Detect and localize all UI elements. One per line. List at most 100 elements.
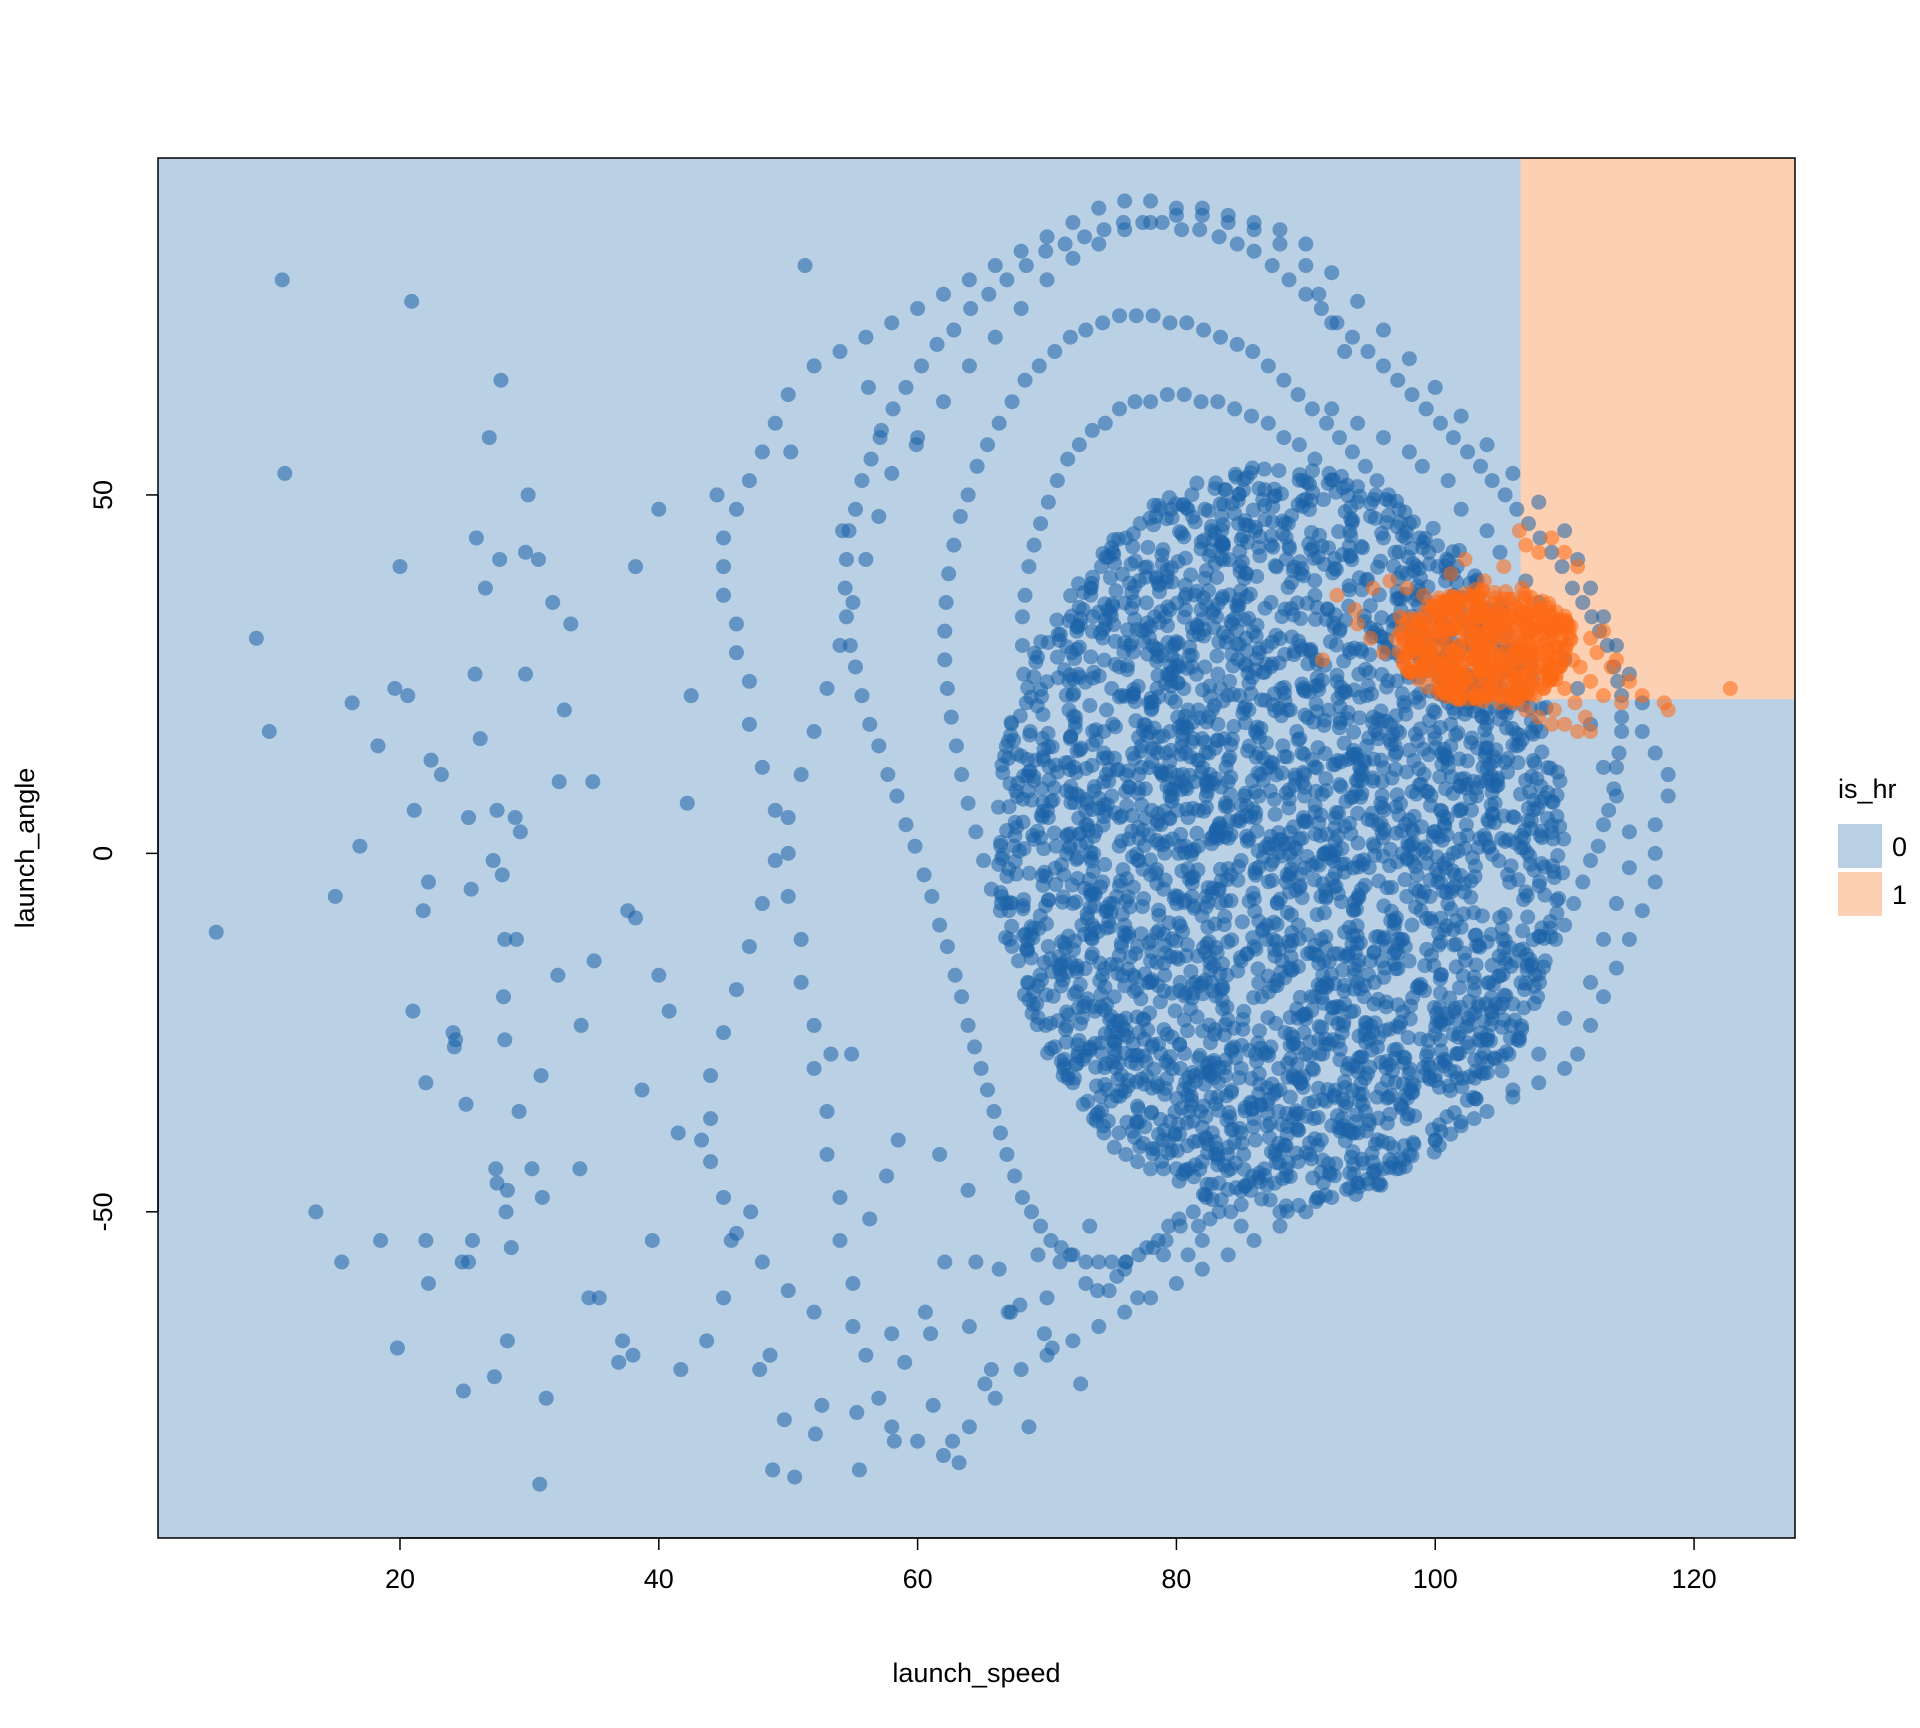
point-0-core: [1237, 788, 1253, 804]
point-0-762: [1272, 1218, 1288, 1234]
point-0-core: [1511, 1033, 1527, 1049]
point-0-core: [1452, 999, 1468, 1015]
point-0-43: [488, 1161, 504, 1177]
point-1-51: [1583, 630, 1599, 646]
point-0-core: [1071, 639, 1087, 655]
point-0-core: [1445, 785, 1461, 801]
point-0-core: [1423, 788, 1439, 804]
point-0-core: [1181, 647, 1197, 663]
point-0-core: [1166, 890, 1182, 906]
point-0-803: [1298, 236, 1314, 252]
point-0-core: [1383, 879, 1399, 895]
point-0-core: [1129, 1009, 1145, 1025]
point-0-129: [960, 1182, 976, 1198]
point-0-core: [1418, 1048, 1434, 1064]
point-0-core: [1403, 837, 1419, 853]
point-0-core: [1044, 964, 1060, 980]
point-0-204: [1584, 609, 1600, 625]
point-0-core: [1454, 1079, 1470, 1095]
point-0-829: [716, 559, 732, 575]
point-0-731: [741, 716, 757, 732]
point-0-core: [1374, 610, 1390, 626]
point-0-core: [1511, 942, 1527, 958]
point-0-748: [910, 1433, 926, 1449]
point-0-core: [1262, 1116, 1278, 1132]
point-0-95: [694, 1132, 710, 1148]
point-0-core: [1239, 589, 1255, 605]
point-0-743: [832, 1232, 848, 1248]
point-0-core: [1144, 1141, 1160, 1157]
point-0-core: [1157, 872, 1173, 888]
point-1-1: [1329, 587, 1345, 603]
point-0-793: [1557, 523, 1573, 539]
point-0-core: [1263, 857, 1279, 873]
point-0-core: [1114, 906, 1130, 922]
point-0-core: [1499, 720, 1515, 736]
point-0-core: [1303, 542, 1319, 558]
point-0-21: [418, 1232, 434, 1248]
point-0-core: [1251, 480, 1267, 496]
point-0-782: [1647, 817, 1663, 833]
point-0-core: [1040, 634, 1056, 650]
point-0-369: [1017, 372, 1033, 388]
x-tick-label: 100: [1413, 1564, 1458, 1594]
point-0-core: [1184, 1092, 1200, 1108]
point-0-core: [1281, 884, 1297, 900]
point-0-core: [1279, 749, 1295, 765]
point-0-core: [1220, 1182, 1236, 1198]
point-0-61: [518, 666, 534, 682]
point-0-core: [1241, 1175, 1257, 1191]
point-0-128: [951, 1455, 967, 1471]
point-0-13: [389, 1340, 405, 1356]
point-0-core: [1088, 1059, 1104, 1075]
point-0-465: [1033, 516, 1049, 532]
point-0-core: [1071, 576, 1087, 592]
point-0-750: [961, 1419, 977, 1435]
point-0-core: [1309, 948, 1325, 964]
point-0-core: [1307, 872, 1323, 888]
point-0-core: [1294, 642, 1310, 658]
point-1-70: [1518, 702, 1534, 718]
point-0-core: [1367, 1136, 1383, 1152]
point-0-237: [1096, 222, 1112, 238]
point-0-core: [1385, 1140, 1401, 1156]
point-0-core: [1513, 786, 1529, 802]
y-tick-label: 50: [88, 480, 118, 510]
point-0-core: [1290, 917, 1306, 933]
point-0-core: [1102, 570, 1118, 586]
point-0-697: [703, 1068, 719, 1084]
point-0-806: [1220, 207, 1236, 223]
point-1-49: [1518, 537, 1534, 553]
point-0-core: [1366, 944, 1382, 960]
point-0-92: [673, 1362, 689, 1378]
point-0-core: [1215, 1001, 1231, 1017]
point-0-14: [392, 559, 408, 575]
point-0-242: [999, 272, 1015, 288]
legend-label-1: 1: [1892, 880, 1907, 910]
point-0-808: [1168, 200, 1184, 216]
point-0-217: [1432, 415, 1448, 431]
point-0-core: [1334, 894, 1350, 910]
point-0-core: [1280, 516, 1296, 532]
point-0-core: [1207, 1026, 1223, 1042]
point-0-260: [854, 688, 870, 704]
point-0-core: [1106, 750, 1122, 766]
point-0-364: [1095, 315, 1111, 331]
point-0-746: [871, 1390, 887, 1406]
point-0-828: [716, 530, 732, 546]
point-0-679: [1233, 1218, 1249, 1234]
point-0-core: [1263, 1144, 1279, 1160]
point-0-core: [1503, 858, 1519, 874]
point-0-core: [1149, 1076, 1165, 1092]
point-0-core: [1537, 887, 1553, 903]
point-0-745: [858, 1347, 874, 1363]
point-0-core: [1280, 1118, 1296, 1134]
point-0-123: [917, 1304, 933, 1320]
point-0-454: [1176, 387, 1192, 403]
point-0-core: [1451, 803, 1467, 819]
point-0-core: [1351, 952, 1367, 968]
point-0-core: [1220, 861, 1236, 877]
point-0-core: [1199, 714, 1215, 730]
point-0-core: [1183, 963, 1199, 979]
